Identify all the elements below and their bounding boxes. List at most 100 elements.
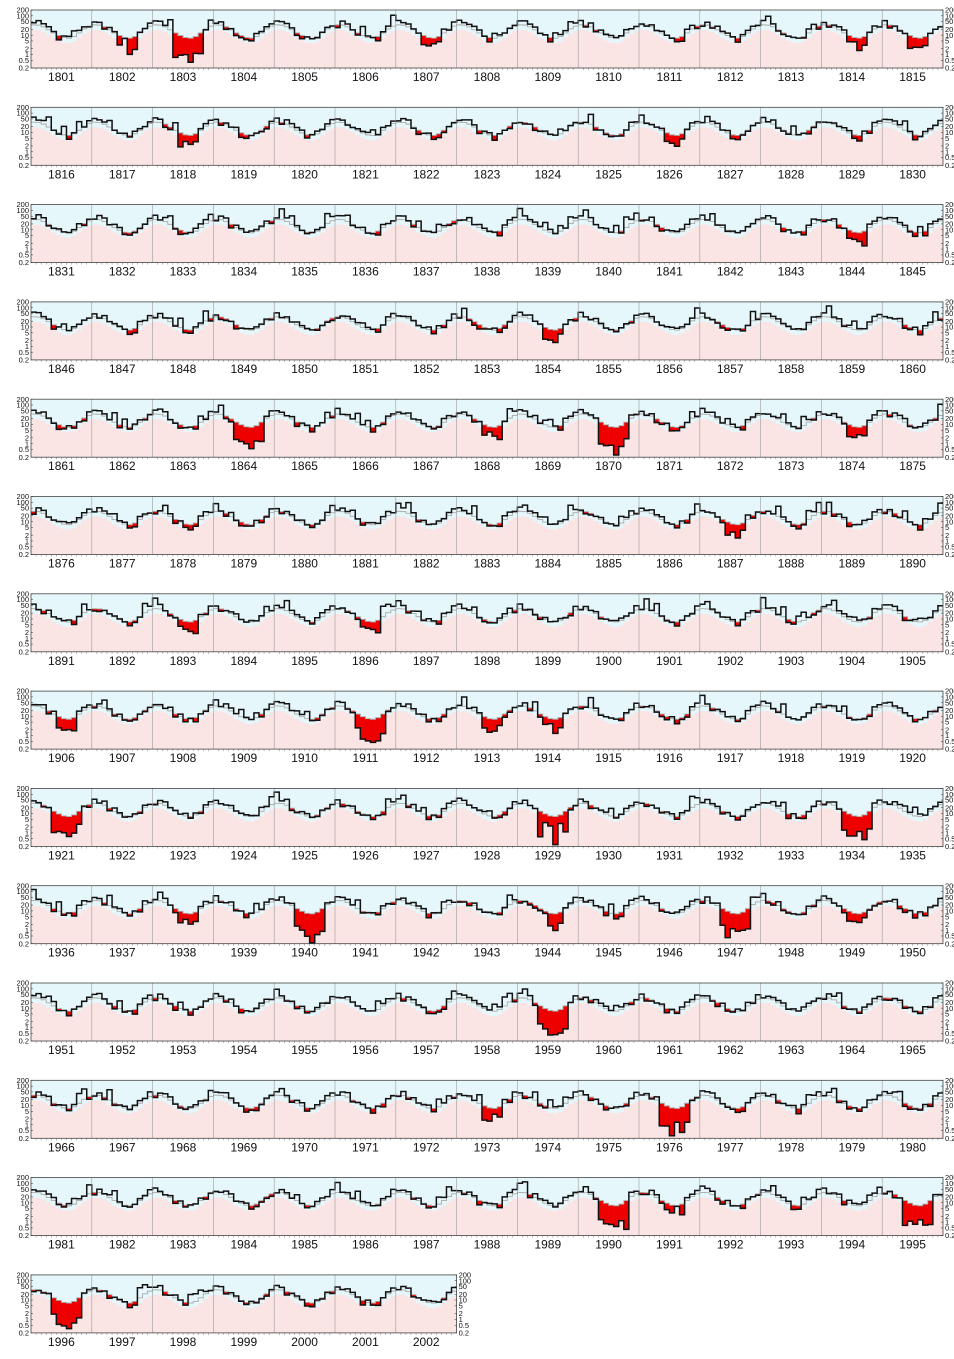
y-tick-label-left: 0.2 <box>19 939 29 948</box>
deficit-fill <box>244 427 249 444</box>
y-tick-label-left: 20 <box>21 1095 29 1104</box>
year-label: 1970 <box>291 1140 318 1154</box>
year-label: 1871 <box>656 459 683 473</box>
year-label: 1801 <box>48 70 75 84</box>
year-label: 1844 <box>838 265 865 279</box>
deficit-fill <box>178 619 183 626</box>
year-label: 1980 <box>899 1140 926 1154</box>
year-label: 1855 <box>595 362 622 376</box>
deficit-fill <box>61 719 66 730</box>
y-tick-label-right: 0.2 <box>945 1231 954 1240</box>
year-label: 1890 <box>899 557 926 571</box>
year-label: 1941 <box>352 946 379 960</box>
y-tick-label-right: 0.2 <box>945 161 954 170</box>
chart-row: 1861 1862 1863 1864 1865 1866 1867 1868 1869 1870… <box>16 395 954 473</box>
year-label: 1981 <box>48 1238 75 1252</box>
deficit-fill <box>173 33 178 57</box>
year-label: 1952 <box>109 1043 136 1057</box>
year-label: 2000 <box>291 1335 318 1349</box>
deficit-fill <box>664 133 669 141</box>
y-tick-label-left: 2 <box>25 531 29 540</box>
deficit-fill <box>300 911 305 930</box>
year-label: 1922 <box>109 848 136 862</box>
deficit-fill <box>852 913 857 921</box>
y-tick-label-left: 0.2 <box>19 1329 29 1338</box>
y-tick-label-right: 2 <box>945 44 949 53</box>
deficit-fill <box>360 619 365 626</box>
year-label: 1929 <box>534 848 561 862</box>
deficit-fill <box>548 816 553 826</box>
y-tick-label-left: 200 <box>16 492 29 501</box>
chart-row: 1921 1922 1923 1924 1925 1926 1927 1928 1929 1930… <box>16 784 954 862</box>
y-tick-label-right: 2 <box>945 1115 949 1124</box>
year-label: 1824 <box>534 167 561 181</box>
year-label: 1814 <box>838 70 865 84</box>
deficit-fill <box>294 909 299 927</box>
year-label: 1928 <box>474 848 501 862</box>
chart-row: 1816 1817 1818 1819 1820 1821 1822 1823 1824 1825… <box>16 103 954 181</box>
y-tick-label-right: 200 <box>945 395 954 404</box>
y-tick-label-right: 20 <box>945 1095 953 1104</box>
year-label: 1949 <box>838 946 865 960</box>
year-label: 1992 <box>717 1238 744 1252</box>
year-label: 1888 <box>778 557 805 571</box>
y-tick-label-left: 0.2 <box>19 1134 29 1143</box>
y-tick-label-right: 0.2 <box>945 453 954 462</box>
y-tick-label-right: 20 <box>945 803 953 812</box>
year-label: 1901 <box>656 654 683 668</box>
deficit-fill <box>56 814 61 832</box>
year-label: 1959 <box>534 1043 561 1057</box>
year-label: 1875 <box>899 459 926 473</box>
y-tick-label-left: 200 <box>16 589 29 598</box>
year-label: 1868 <box>474 459 501 473</box>
deficit-fill <box>598 1201 603 1220</box>
y-tick-label-left: 2 <box>25 1309 29 1318</box>
y-tick-label-left: 2 <box>25 628 29 637</box>
deficit-fill <box>239 425 244 442</box>
year-label: 1951 <box>48 1043 75 1057</box>
year-label: 1870 <box>595 459 622 473</box>
deficit-fill <box>538 1006 543 1024</box>
year-label: 1917 <box>717 751 744 765</box>
y-tick-label-right: 200 <box>945 687 954 696</box>
y-tick-label-left: 2 <box>25 433 29 442</box>
y-tick-label-left: 200 <box>16 1173 29 1182</box>
year-label: 1988 <box>474 1238 501 1252</box>
y-tick-label-left: 0.2 <box>19 356 29 365</box>
year-label: 1826 <box>656 167 683 181</box>
year-label: 1817 <box>109 167 136 181</box>
year-label: 1874 <box>838 459 865 473</box>
deficit-fill <box>730 913 735 928</box>
y-tick-label-left: 0.2 <box>19 1231 29 1240</box>
year-label: 1972 <box>413 1140 440 1154</box>
y-tick-label-left: 0.2 <box>19 1037 29 1046</box>
deficit-fill <box>365 621 370 628</box>
year-label: 1840 <box>595 265 622 279</box>
year-label: 1997 <box>109 1335 136 1349</box>
deficit-fill <box>51 1298 56 1314</box>
y-tick-label-right: 200 <box>945 979 954 988</box>
year-label: 1926 <box>352 848 379 862</box>
year-label: 1940 <box>291 946 318 960</box>
year-label: 1877 <box>109 557 136 571</box>
year-label: 1809 <box>534 70 561 84</box>
year-label: 1935 <box>899 848 926 862</box>
year-label: 1964 <box>838 1043 865 1057</box>
year-label: 1807 <box>413 70 440 84</box>
y-tick-label-right: 20 <box>945 998 953 1007</box>
y-tick-label-left: 200 <box>16 200 29 209</box>
deficit-fill <box>482 717 487 728</box>
year-label: 1894 <box>230 654 257 668</box>
year-label: 2002 <box>413 1335 440 1349</box>
year-label: 1939 <box>230 946 257 960</box>
year-label: 1815 <box>899 70 926 84</box>
deficit-fill <box>659 1103 664 1126</box>
year-label: 1830 <box>899 167 926 181</box>
y-tick-label-left: 200 <box>16 881 29 890</box>
chart-row: 1936 1937 1938 1939 1940 1941 1942 1943 1944 1945… <box>16 881 954 959</box>
deficit-fill <box>61 816 66 833</box>
year-label: 1810 <box>595 70 622 84</box>
deficit-fill <box>730 524 735 532</box>
year-label: 1915 <box>595 751 622 765</box>
year-label: 1904 <box>838 654 865 668</box>
